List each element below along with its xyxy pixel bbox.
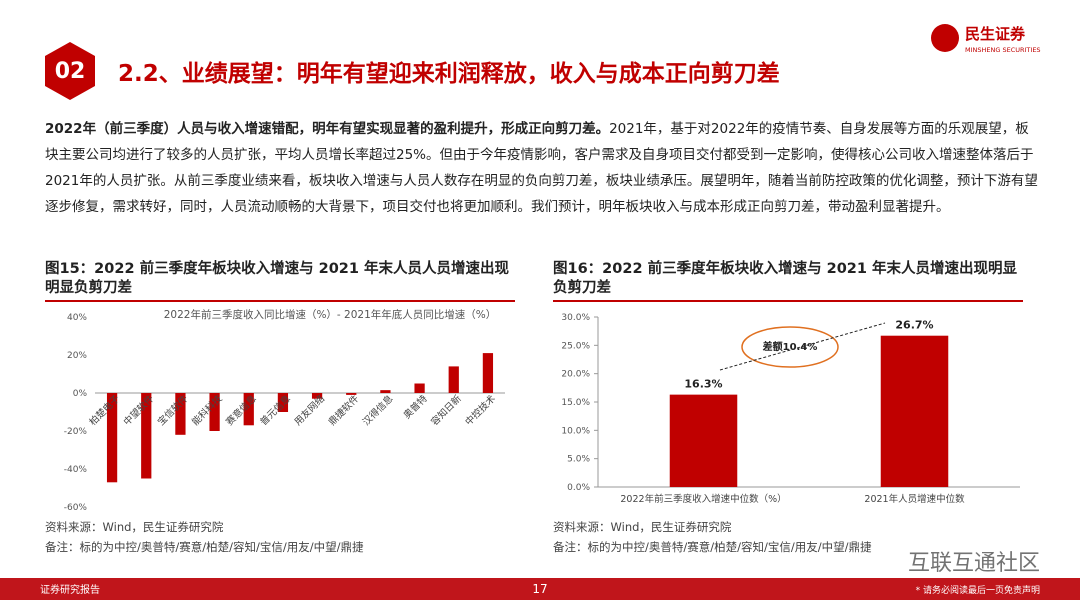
page-number: 17	[532, 582, 547, 596]
y-tick-label: -20%	[64, 427, 88, 437]
source: 资料来源：Wind，民生证券研究院	[553, 520, 732, 534]
footer-right: * 请务必阅读最后一页免责声明	[916, 584, 1040, 596]
bar	[482, 353, 494, 393]
data-label: 26.7%	[895, 319, 933, 332]
badge: 02	[55, 59, 86, 84]
bar	[106, 393, 118, 483]
x-tick-label: 2021年人员增速中位数	[864, 493, 965, 505]
bar	[380, 390, 391, 393]
data-label: 16.3%	[684, 378, 722, 391]
annotation: 差额10.4%	[763, 340, 818, 353]
y-tick-label: -40%	[64, 465, 88, 475]
badge-shape	[45, 42, 95, 100]
y-tick-label: 25.0%	[561, 341, 590, 351]
chart-title: 2022年前三季度收入同比增速（%）- 2021年年底人员同比增速（%）	[164, 308, 497, 321]
footer-left: 证券研究报告	[40, 583, 100, 596]
annotation-arrow	[719, 322, 886, 371]
caption: 图16：2022 前三季度年板块收入增速与 2021 年末人员增速出现明显负剪刀…	[553, 260, 1023, 302]
x-tick-label: 汉得信息	[360, 393, 395, 428]
x-tick-label: 容知日新	[429, 392, 465, 428]
bar	[448, 366, 459, 393]
y-tick-label: 20%	[67, 351, 87, 361]
para-text: 2021年，基于对2022年的疫情节奏、自身发展等方面的乐观展望，板块主要公司均…	[45, 121, 1038, 215]
paragraph: 2022年（前三季度）人员与收入增速错配，明年有望实现显著的盈利提升，形成正向剪…	[45, 116, 1040, 220]
x-tick-label: 中控技术	[463, 392, 499, 428]
y-tick-label: 20.0%	[561, 370, 590, 380]
y-tick-label: 0%	[73, 389, 88, 399]
x-tick-label: 2022年前三季度收入增速中位数（%）	[620, 493, 786, 505]
bar	[414, 383, 425, 393]
x-tick-label: 鼎捷软件	[326, 392, 362, 428]
source: 资料来源：Wind，民生证券研究院	[45, 520, 224, 534]
y-tick-label: 5.0%	[567, 455, 590, 465]
x-tick-label: 奥普特	[401, 392, 430, 421]
bar	[669, 394, 738, 487]
bar	[141, 393, 152, 479]
bar	[277, 393, 289, 412]
watermark: 互联互通社区	[908, 551, 1040, 576]
logo-cn: 民生证券	[965, 25, 1026, 43]
annotation-oval	[741, 326, 839, 368]
title: 2.2、业绩展望：明年有望迎来利润释放，收入与成本正向剪刀差	[118, 60, 780, 87]
y-tick-label: 30.0%	[561, 313, 590, 323]
y-tick-label: 10.0%	[561, 426, 590, 436]
note: 备注：标的为中控/奥普特/赛意/柏楚/容知/宝信/用友/中望/鼎捷	[553, 540, 872, 554]
logo-icon	[931, 24, 959, 52]
y-tick-label: -60%	[64, 503, 88, 513]
bar	[243, 393, 254, 426]
caption: 图15：2022 前三季度年板块收入增速与 2021 年末人员人员增速出现明显负…	[45, 260, 515, 302]
y-tick-label: 15.0%	[561, 398, 590, 408]
bar	[311, 393, 323, 399]
bar	[346, 393, 357, 395]
y-tick-label: 40%	[67, 313, 87, 323]
bar	[175, 393, 186, 435]
logo-en: MINSHENG SECURITIES	[965, 46, 1041, 54]
note: 备注：标的为中控/奥普特/赛意/柏楚/容知/宝信/用友/中望/鼎捷	[45, 540, 364, 554]
footer-bar	[0, 578, 1080, 600]
y-tick-label: 0.0%	[567, 483, 590, 493]
bar	[209, 393, 220, 431]
bar	[880, 335, 949, 487]
x-tick-label: 用友网络	[292, 392, 328, 428]
para-bold: 2022年（前三季度）人员与收入增速错配，明年有望实现显著的盈利提升，形成正向剪…	[45, 121, 610, 137]
